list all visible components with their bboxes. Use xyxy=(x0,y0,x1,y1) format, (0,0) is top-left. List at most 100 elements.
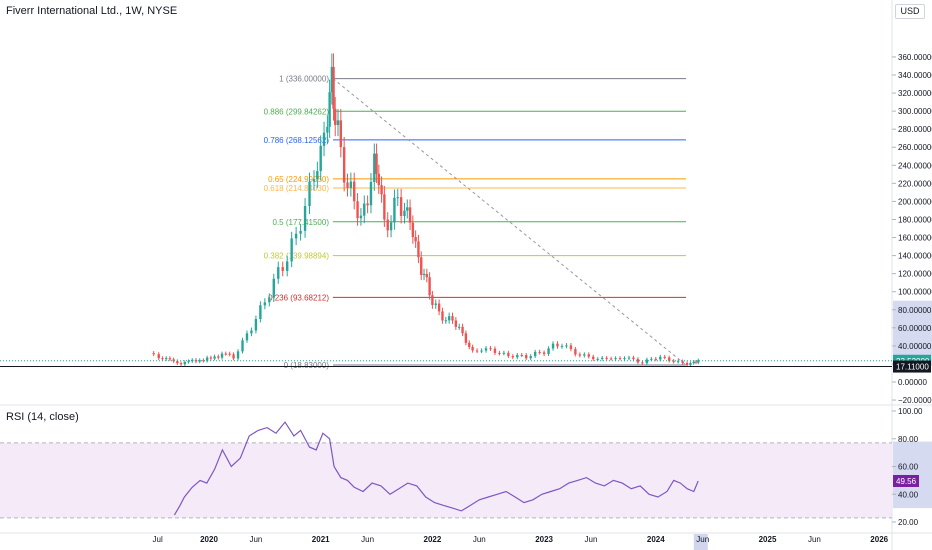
candle-body xyxy=(484,348,488,351)
candle-body xyxy=(556,343,559,347)
price-tick-label: 60.00000 xyxy=(898,324,932,333)
candle-body xyxy=(538,351,541,353)
candle-body xyxy=(277,267,280,279)
candle-body xyxy=(187,361,190,363)
candle-body xyxy=(441,311,444,321)
candle-body xyxy=(489,348,492,350)
crosshair-price-badge xyxy=(893,360,931,373)
candle-body xyxy=(406,207,409,211)
candle-body xyxy=(316,171,319,180)
currency-button[interactable]: USD xyxy=(895,4,925,19)
candle-body xyxy=(525,355,528,359)
time-tick-label: 2026 xyxy=(870,535,888,544)
candle-body xyxy=(565,345,568,347)
candle-body xyxy=(172,359,175,362)
candle-body xyxy=(529,356,532,359)
candle-body xyxy=(356,201,359,219)
candle-body xyxy=(507,352,510,357)
candle-body xyxy=(668,357,671,361)
candle-body xyxy=(336,120,340,125)
candle-body xyxy=(596,358,599,360)
price-tick-label: 40.00000 xyxy=(898,342,932,351)
candle-body xyxy=(281,267,284,271)
candle-body xyxy=(609,358,613,360)
candle-body xyxy=(339,120,343,148)
candle-body xyxy=(428,277,431,296)
rsi-series-line[interactable] xyxy=(173,421,699,516)
candle-body xyxy=(386,219,389,231)
fib-trend-line[interactable] xyxy=(332,78,687,366)
candle-body xyxy=(332,66,335,109)
time-tick-label: Jun xyxy=(808,535,821,544)
rsi-band-fill xyxy=(0,442,892,518)
candle-body xyxy=(414,237,417,242)
price-tick-label: 160.00000 xyxy=(898,234,932,243)
candle-body xyxy=(224,353,227,355)
candle-body xyxy=(272,278,275,298)
candle-body xyxy=(592,356,595,360)
candle-body xyxy=(369,181,373,206)
candle-body xyxy=(560,346,564,348)
candle-body xyxy=(179,363,183,365)
candle-body xyxy=(241,340,244,352)
candle-body xyxy=(511,356,515,358)
price-tick-label: 220.00000 xyxy=(898,179,932,188)
time-tick-label: 2024 xyxy=(647,535,665,544)
candle-body xyxy=(268,297,271,303)
candle-body xyxy=(627,357,631,359)
candle-body xyxy=(434,303,437,305)
candle-body xyxy=(259,305,262,320)
candle-body xyxy=(493,348,497,353)
candle-body xyxy=(444,320,448,322)
candle-body xyxy=(250,330,253,334)
candle-body xyxy=(157,354,160,359)
rsi-tick-label: 20.00 xyxy=(898,518,919,527)
candle-body xyxy=(366,203,369,206)
price-tick-label: 120.00000 xyxy=(898,270,932,279)
candle-body xyxy=(645,359,649,364)
candle-body xyxy=(681,361,684,363)
candle-body xyxy=(312,179,316,182)
candle-body xyxy=(209,357,213,359)
price-tick-label: 140.00000 xyxy=(898,252,932,261)
candle-body xyxy=(349,181,353,188)
candle-body xyxy=(363,203,366,216)
rsi-title: RSI (14, close) xyxy=(6,411,79,423)
candle-body xyxy=(346,182,349,188)
price-tick-label: 180.00000 xyxy=(898,215,932,224)
candle-body xyxy=(411,222,415,238)
candle-body xyxy=(659,356,662,360)
candle-body xyxy=(420,257,423,275)
candle-body xyxy=(692,361,695,364)
candle-body xyxy=(569,345,573,350)
candle-body xyxy=(205,357,209,361)
candle-body xyxy=(299,230,302,234)
candle-body xyxy=(383,194,386,220)
rsi-value-badge xyxy=(893,474,919,487)
candle-body xyxy=(245,333,249,341)
candle-body xyxy=(461,326,464,334)
candle-body xyxy=(425,273,429,278)
candle-body xyxy=(578,354,582,356)
time-tick-label: 2025 xyxy=(759,535,777,544)
time-tick-label: Jun xyxy=(361,535,374,544)
candle-body xyxy=(308,181,311,207)
candle-body xyxy=(697,360,700,363)
candle-body xyxy=(417,241,420,258)
rsi-tick-label: 100.00 xyxy=(898,407,923,416)
candle-body xyxy=(618,358,622,360)
candle-body xyxy=(326,126,329,133)
time-tick-label: Jun xyxy=(585,535,598,544)
candle-body xyxy=(480,350,483,352)
candle-body xyxy=(458,326,461,328)
rsi-range-highlight xyxy=(893,441,932,509)
fib-level-label: 0.65 (224.99050) xyxy=(268,175,329,184)
candle-body xyxy=(623,358,626,360)
fib-level-label: 0.886 (299.84262) xyxy=(264,107,330,116)
price-tick-label: 360.00000 xyxy=(898,53,932,62)
time-tick-label: 2022 xyxy=(424,535,442,544)
price-tick-label: 260.00000 xyxy=(898,143,932,152)
time-tick-label: Jun xyxy=(696,535,709,544)
